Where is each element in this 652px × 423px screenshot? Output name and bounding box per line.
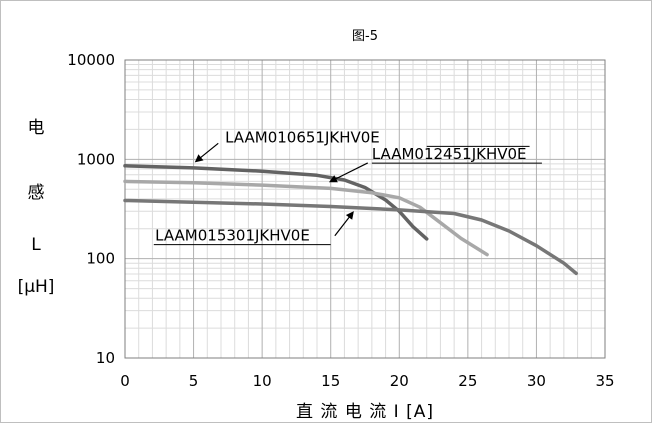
x-tick-label: 15 [321,372,340,390]
series-line [123,179,489,257]
annotation-arrow [194,142,219,163]
y-tick-label: 1000 [77,150,115,168]
y-axis-label-part: 感 [28,183,45,203]
x-tick-label: 5 [189,372,199,390]
series-line [123,164,429,241]
y-axis-label-part: L [31,235,41,255]
x-tick-label: 20 [390,372,409,390]
series-line [123,198,578,276]
series-annotation-label: LAAM015301JKHV0E [155,227,310,245]
y-axis-label-part: 电 [28,118,45,138]
x-tick-label: 35 [595,372,614,390]
x-tick-label: 25 [458,372,477,390]
x-axis-label: 直 流 电 流 I [A] [296,402,434,422]
x-tick-label: 0 [120,372,130,390]
x-tick-label: 10 [253,372,272,390]
plot-area-border [124,59,606,359]
y-axis-label-part: [µH] [18,277,55,297]
y-tick-label: 100 [86,250,115,268]
chart-title: 图-5 [352,29,378,44]
annotation-arrow [328,162,369,183]
tick-labels: 0 5 10 15 20 25 30 35 10 100 1000 10000 [67,51,614,390]
series-annotation-label: LAAM010651JKHV0E [225,128,380,146]
y-tick-label: 10 [96,349,115,367]
y-tick-label: 10000 [67,51,115,69]
annotation-arrow [334,211,354,237]
series-annotation-label: LAAM012451JKHV0E [372,145,527,163]
x-tick-label: 30 [527,372,546,390]
series-lines [123,164,578,276]
minor-grid [125,60,605,358]
y-axis-label: 电感 L [µH] [18,118,55,297]
